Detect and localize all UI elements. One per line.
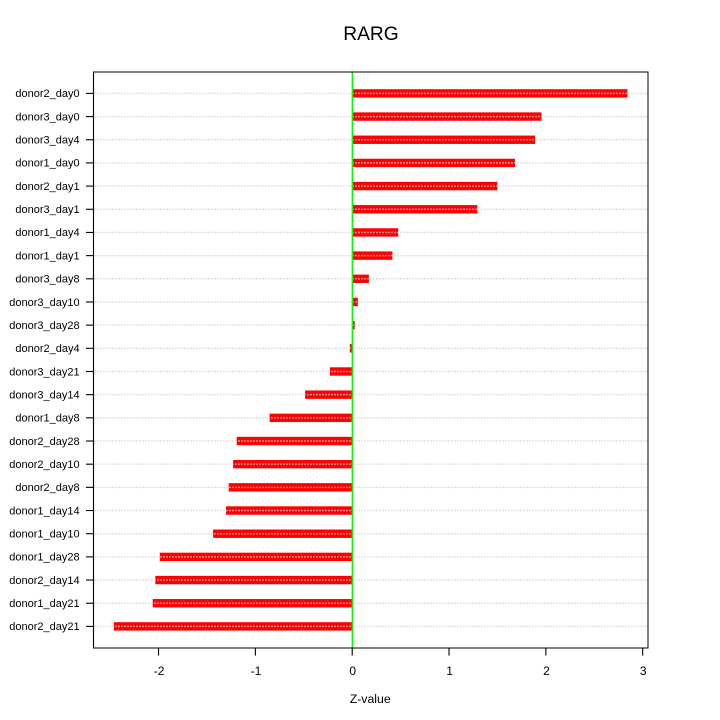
svg-text:donor1_day10: donor1_day10 — [9, 529, 79, 541]
svg-text:donor1_day14: donor1_day14 — [9, 505, 79, 517]
svg-text:donor2_day4: donor2_day4 — [15, 343, 79, 355]
svg-text:donor1_day4: donor1_day4 — [15, 227, 79, 239]
svg-text:donor2_day0: donor2_day0 — [15, 88, 79, 100]
svg-text:3: 3 — [640, 664, 647, 678]
svg-text:donor1_day8: donor1_day8 — [15, 413, 79, 425]
svg-text:Z-value: Z-value — [350, 692, 391, 706]
svg-text:donor2_day28: donor2_day28 — [9, 436, 79, 448]
svg-text:donor3_day8: donor3_day8 — [15, 274, 79, 286]
svg-text:donor3_day1: donor3_day1 — [15, 204, 79, 216]
svg-text:donor3_day10: donor3_day10 — [9, 297, 79, 309]
svg-text:donor1_day0: donor1_day0 — [15, 158, 79, 170]
svg-text:donor1_day28: donor1_day28 — [9, 552, 79, 564]
svg-text:donor3_day28: donor3_day28 — [9, 320, 79, 332]
svg-text:2: 2 — [543, 664, 550, 678]
svg-text:1: 1 — [446, 664, 453, 678]
svg-text:0: 0 — [349, 664, 356, 678]
svg-text:donor3_day21: donor3_day21 — [9, 366, 79, 378]
svg-text:-2: -2 — [154, 664, 165, 678]
svg-text:donor2_day10: donor2_day10 — [9, 459, 79, 471]
svg-text:donor2_day21: donor2_day21 — [9, 621, 79, 633]
svg-text:donor3_day14: donor3_day14 — [9, 389, 79, 401]
svg-text:RARG: RARG — [343, 24, 398, 45]
svg-text:donor2_day8: donor2_day8 — [15, 482, 79, 494]
svg-text:donor1_day21: donor1_day21 — [9, 598, 79, 610]
svg-text:donor2_day14: donor2_day14 — [9, 575, 79, 587]
svg-text:donor3_day0: donor3_day0 — [15, 111, 79, 123]
svg-text:donor2_day1: donor2_day1 — [15, 181, 79, 193]
svg-text:donor1_day1: donor1_day1 — [15, 250, 79, 262]
svg-text:donor3_day4: donor3_day4 — [15, 135, 79, 147]
svg-text:-1: -1 — [251, 664, 262, 678]
